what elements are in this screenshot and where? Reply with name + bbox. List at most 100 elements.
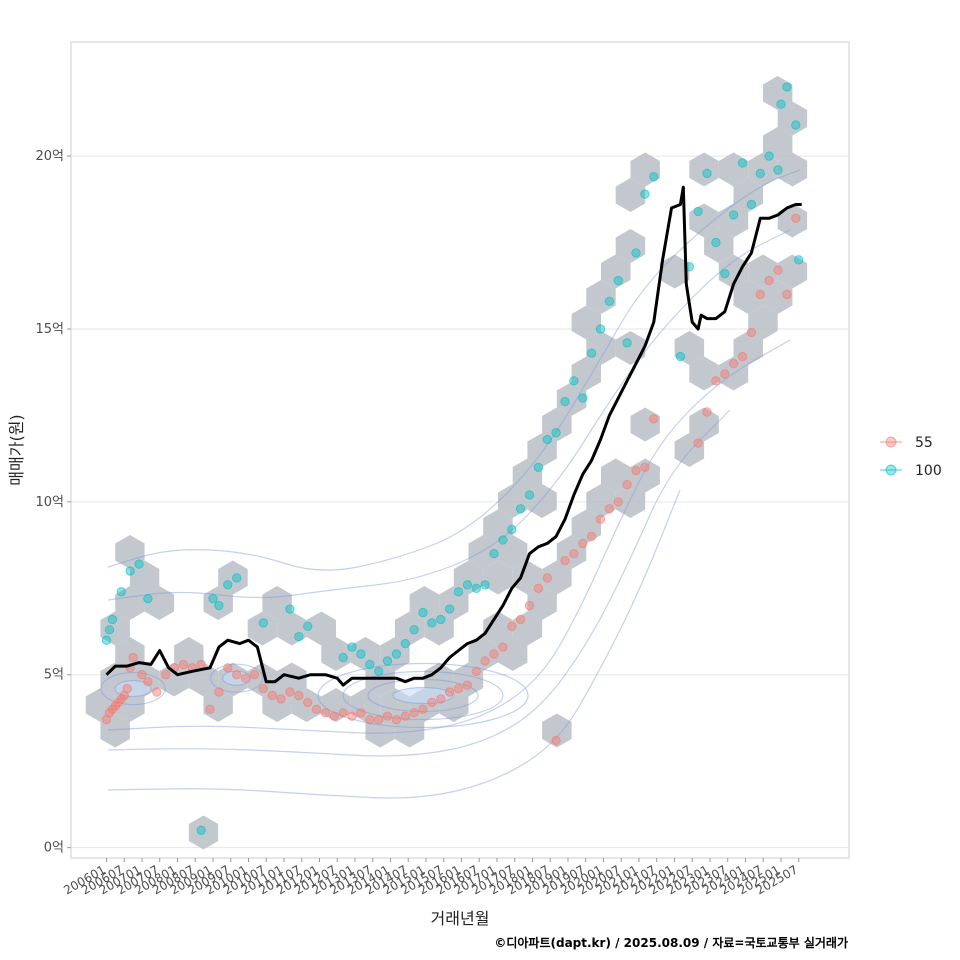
point-55 <box>533 583 544 593</box>
point-55 <box>444 687 455 697</box>
point-100 <box>720 269 730 279</box>
point-100 <box>649 172 659 182</box>
density-contour <box>210 663 264 693</box>
hex-bin <box>409 586 440 620</box>
point-55 <box>258 683 268 694</box>
hex-bin <box>483 560 513 595</box>
hex-bin <box>571 356 601 391</box>
point-100 <box>480 580 490 590</box>
point-55 <box>560 555 570 566</box>
hex-bin <box>542 560 572 595</box>
hex-bin <box>483 509 513 544</box>
x-axis-title: 거래년월 <box>431 909 490 928</box>
hex-bin <box>777 152 808 187</box>
point-100 <box>737 158 748 168</box>
hex-bin <box>689 152 719 187</box>
hex-bin <box>601 254 631 289</box>
point-100 <box>125 566 135 576</box>
point-100 <box>258 618 268 628</box>
point-100 <box>143 594 153 604</box>
density-contour <box>392 686 454 705</box>
density-contour <box>107 409 731 757</box>
point-55 <box>205 704 215 714</box>
hex-bin <box>188 815 219 850</box>
hex-bin <box>527 586 557 620</box>
hex-bin <box>748 254 778 289</box>
point-100 <box>773 165 783 175</box>
point-55 <box>294 690 304 701</box>
point-100 <box>569 376 579 386</box>
point-100 <box>640 189 650 199</box>
point-55 <box>427 697 437 708</box>
hex-bin <box>85 688 116 722</box>
hex-bin <box>763 280 793 314</box>
point-100 <box>595 324 606 334</box>
point-100 <box>444 604 455 614</box>
point-100 <box>613 275 623 286</box>
density-contour <box>107 339 791 734</box>
hex-bin <box>630 407 660 442</box>
hex-bin <box>542 407 572 442</box>
hex-bin <box>468 535 498 569</box>
point-100 <box>498 535 508 545</box>
y-axis: 0억 5억 10억 15억 20억 <box>35 149 71 856</box>
y-tick-label: 20억 <box>35 149 64 164</box>
y-tick-label: 15억 <box>35 322 64 337</box>
hex-bin <box>718 152 749 187</box>
point-55 <box>122 683 132 694</box>
point-100 <box>462 580 473 590</box>
point-55 <box>728 358 739 369</box>
hex-bin <box>763 76 793 110</box>
point-55 <box>622 479 632 490</box>
point-55 <box>276 694 286 704</box>
point-100 <box>791 120 801 130</box>
point-55 <box>311 704 322 714</box>
density-contours <box>100 169 801 799</box>
point-100 <box>104 625 115 635</box>
hex-bin <box>291 688 322 722</box>
point-100 <box>223 580 233 590</box>
point-55 <box>240 673 251 683</box>
hex-bin <box>659 254 690 289</box>
point-100 <box>728 210 739 220</box>
hex-bin <box>394 713 425 748</box>
hex-bin <box>777 254 808 289</box>
caption: ©디아파트(dapt.kr) / 2025.08.09 / 자료=국토교통부 실… <box>494 935 848 950</box>
density-contour <box>107 169 801 571</box>
point-100 <box>578 393 588 403</box>
point-55 <box>569 549 579 559</box>
hex-bin <box>630 152 660 187</box>
point-55 <box>178 659 189 670</box>
hex-bin <box>718 356 749 391</box>
hex-bin <box>674 433 705 467</box>
point-55 <box>143 677 153 687</box>
point-55 <box>782 289 792 300</box>
point-100 <box>427 618 437 628</box>
point-100 <box>776 99 786 109</box>
hex-bin <box>203 586 233 620</box>
y-tick-label: 10억 <box>35 495 64 510</box>
point-100 <box>782 82 792 92</box>
hex-bin <box>718 254 749 289</box>
point-100 <box>338 652 348 663</box>
hex-bin <box>453 560 484 595</box>
point-100 <box>794 255 804 265</box>
point-55 <box>347 711 357 721</box>
point-55 <box>711 376 721 386</box>
point-55 <box>152 687 162 697</box>
hex-bin <box>571 305 601 340</box>
hex-bin <box>262 586 292 620</box>
point-55 <box>649 414 659 424</box>
hex-bin <box>468 637 498 671</box>
point-55 <box>551 735 561 746</box>
point-100 <box>196 825 206 835</box>
point-55 <box>720 369 730 379</box>
point-55 <box>693 438 703 448</box>
point-55 <box>773 265 783 275</box>
point-100 <box>107 614 118 625</box>
point-55 <box>356 708 366 718</box>
hex-bin <box>365 713 395 748</box>
point-100 <box>746 199 757 210</box>
point-100 <box>356 649 366 659</box>
